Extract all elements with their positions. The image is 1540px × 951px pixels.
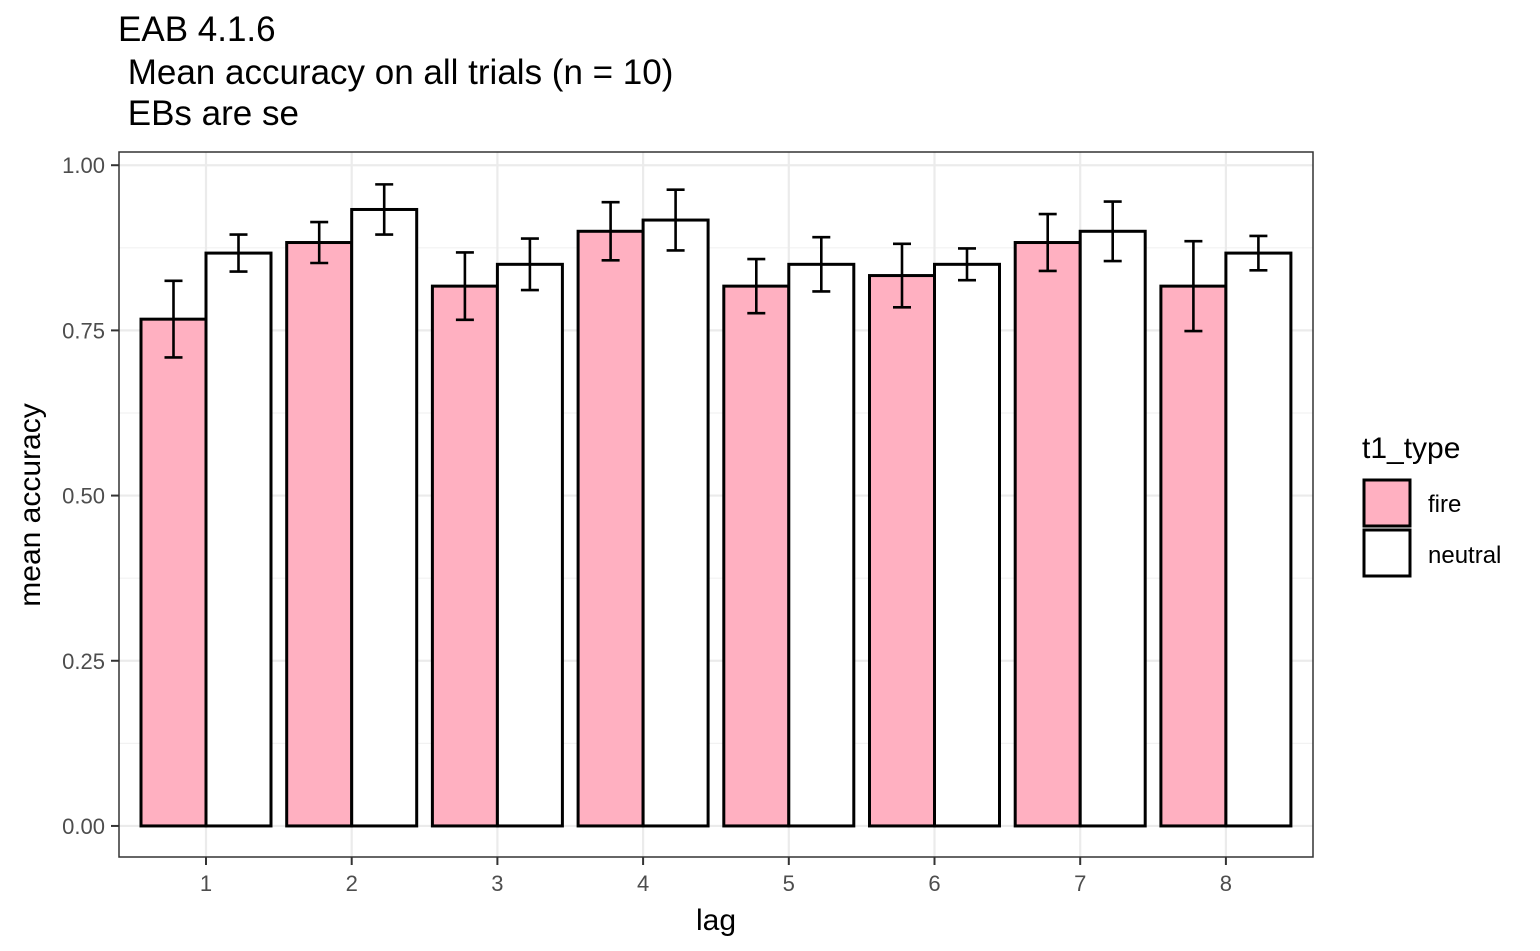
legend-label-fire: fire	[1428, 491, 1461, 518]
bar-neutral-6	[933, 262, 1001, 828]
legend-label-neutral: neutral	[1428, 542, 1501, 569]
bar-neutral-7	[1078, 229, 1147, 828]
x-tick-label: 8	[1220, 871, 1232, 896]
y-tick-label: 0.25	[62, 649, 105, 674]
bar-neutral-8	[1224, 251, 1293, 828]
y-tick-label: 0.00	[62, 814, 105, 839]
bar-neutral-2	[350, 207, 419, 828]
bar-fire-6	[868, 274, 936, 828]
bar-neutral-3	[495, 262, 564, 828]
chart-title-line-1: EAB 4.1.6	[118, 10, 276, 49]
x-axis-title: lag	[696, 904, 736, 937]
y-tick-label: 0.75	[62, 318, 105, 343]
panel-border	[118, 151, 1314, 858]
bar-layer	[139, 207, 1293, 828]
bar-fire-4	[576, 229, 645, 828]
bar-neutral-5	[787, 262, 856, 828]
x-tick-label: 5	[783, 871, 795, 896]
x-tick-label: 2	[346, 871, 358, 896]
errorbar-layer	[164, 183, 1268, 359]
bar-fire-8	[1159, 284, 1228, 828]
y-tick-label: 1.00	[62, 153, 105, 178]
bar-fire-7	[1013, 241, 1082, 828]
bar-fire-5	[722, 284, 791, 828]
bar-fire-2	[285, 241, 354, 828]
y-tick-label: 0.50	[62, 484, 105, 509]
y-axis-title: mean accuracy	[14, 403, 47, 606]
bar-neutral-1	[204, 251, 273, 828]
x-tick-label: 1	[200, 871, 212, 896]
legend-key-neutral	[1362, 528, 1412, 578]
bar-neutral-4	[641, 218, 710, 828]
axis-layer: 0.00 0.25 0.50 0.75 1.00 1 2 3 4 5 6 7 8	[62, 153, 1232, 896]
legend: t1_type fire neutral	[1362, 432, 1501, 578]
legend-key-fire	[1362, 478, 1412, 528]
chart-title-line-2: Mean accuracy on all trials (n = 10)	[118, 53, 674, 92]
x-tick-label: 6	[928, 871, 940, 896]
bar-fire-1	[139, 317, 208, 828]
x-tick-label: 7	[1074, 871, 1086, 896]
x-tick-label: 4	[637, 871, 649, 896]
bar-fire-3	[430, 284, 499, 828]
chart-title-line-3: EBs are se	[118, 94, 299, 133]
x-tick-label: 3	[491, 871, 503, 896]
legend-title: t1_type	[1362, 432, 1460, 465]
